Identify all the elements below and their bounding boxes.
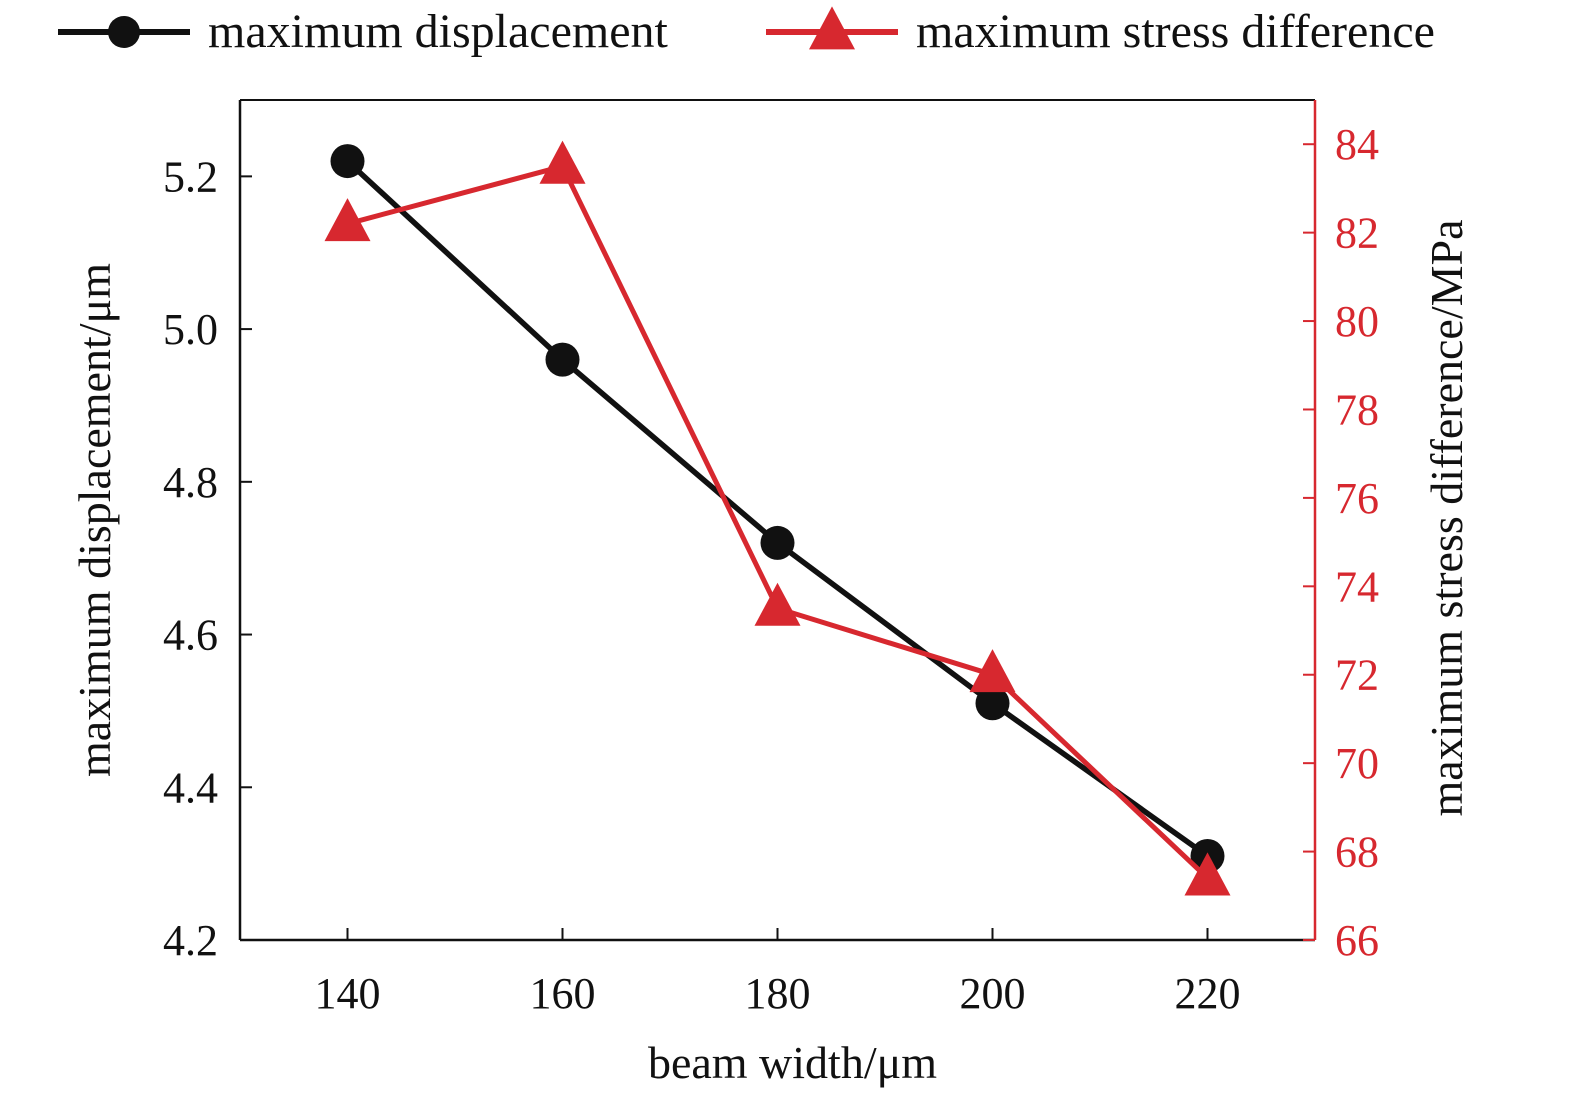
legend-marker-displacement <box>108 16 140 48</box>
y-axis-left-title: maximum displacement/μm <box>69 263 120 777</box>
y-right-tick-label: 84 <box>1335 120 1379 169</box>
y-left-tick-label: 5.0 <box>163 305 218 354</box>
y-right-tick-label: 82 <box>1335 209 1379 258</box>
x-tick-label: 180 <box>745 969 811 1018</box>
series-line-displacement <box>344 158 1211 859</box>
y-right-tick-label: 66 <box>1335 916 1379 965</box>
legend-label-displacement: maximum displacement <box>208 5 669 58</box>
data-point-stress-difference <box>1184 852 1231 896</box>
data-point-displacement <box>760 525 795 560</box>
data-point-displacement <box>330 144 365 179</box>
y-right-tick-label: 78 <box>1335 385 1379 434</box>
y-left-tick-label: 4.8 <box>163 458 218 507</box>
y-left-tick-label: 4.2 <box>163 916 218 965</box>
x-tick-label: 140 <box>315 969 381 1018</box>
y-right-tick-label: 76 <box>1335 474 1379 523</box>
data-point-displacement <box>545 342 580 377</box>
y-left-tick-label: 4.4 <box>163 763 218 812</box>
y-right-tick-label: 72 <box>1335 651 1379 700</box>
data-point-stress-difference <box>969 649 1016 693</box>
x-axis-title: beam width/μm <box>648 1037 937 1088</box>
data-point-displacement <box>975 686 1010 721</box>
legend: maximum displacement maximum stress diffe… <box>58 5 1435 58</box>
legend-marker-stress-difference <box>809 6 855 50</box>
x-tick-label: 160 <box>530 969 596 1018</box>
legend-label-stress-difference: maximum stress difference <box>916 5 1435 58</box>
y-axis-right-title: maximum stress difference/MPa <box>1421 219 1472 816</box>
y-left-tick-label: 5.2 <box>163 152 218 201</box>
data-point-stress-difference <box>539 140 586 184</box>
y-left-tick-label: 4.6 <box>163 611 218 660</box>
y-right-tick-label: 74 <box>1335 562 1379 611</box>
x-tick-label: 200 <box>960 969 1026 1018</box>
x-tick-label: 220 <box>1175 969 1241 1018</box>
data-point-stress-difference <box>754 582 801 626</box>
y-right-tick-label: 70 <box>1335 739 1379 788</box>
series-layer <box>324 140 1231 896</box>
series-line-stress-difference <box>345 163 1210 881</box>
y-right-tick-label: 80 <box>1335 297 1379 346</box>
axes: 140 160 180 200 220 4.2 4.4 4.6 4.8 5.0 5.2 66 68 70 7… <box>163 99 1379 1018</box>
data-point-stress-difference <box>324 198 371 242</box>
y-right-tick-label: 68 <box>1335 828 1379 877</box>
